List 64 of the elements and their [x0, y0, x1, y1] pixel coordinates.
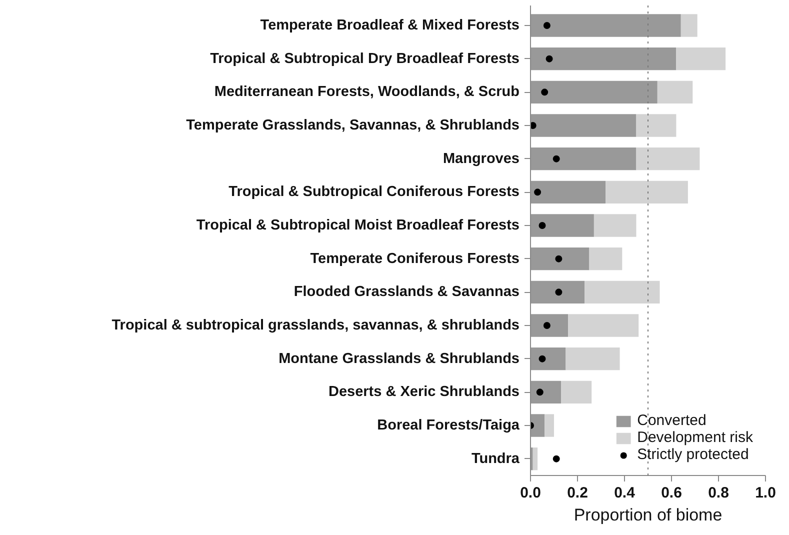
point	[536, 388, 544, 396]
bar	[530, 48, 676, 70]
x-tick-label: 0.2	[567, 484, 588, 502]
bar	[530, 214, 594, 237]
y-tick-label: Flooded Grasslands & Savannas	[294, 284, 520, 300]
point	[555, 255, 562, 262]
point	[534, 188, 542, 196]
point	[538, 355, 546, 362]
y-tick-label: Temperate Grasslands, Savannas, & Shrublands	[186, 118, 520, 134]
y-tick-label: Tropical & Subtropical Dry Broadleaf Forests	[210, 50, 520, 67]
bar	[530, 14, 681, 37]
point	[538, 222, 546, 229]
bar	[594, 214, 636, 237]
y-tick-label: Temperate Broadleaf & Mixed Forests	[260, 18, 520, 34]
y-tick-label: Boreal Forests/Taiga	[377, 418, 520, 434]
y-tick-label: Montane Grasslands & Shrublands	[278, 350, 520, 367]
bar	[530, 348, 566, 370]
y-tick-label: Tropical & Subtropical Coniferous Forests	[228, 184, 520, 200]
bar	[589, 248, 622, 270]
bar	[530, 180, 606, 204]
y-tick-label: Mangroves	[442, 150, 520, 167]
x-axis-title: Proportion of biome	[574, 506, 722, 524]
point	[530, 122, 536, 129]
legend-label: Development risk	[637, 429, 753, 446]
point	[543, 22, 550, 29]
bar	[657, 80, 693, 104]
y-tick-label: Tropical & subtropical grasslands, savannas, & shrublands	[112, 318, 520, 334]
bar	[584, 280, 660, 304]
y-tick-label: Deserts & Xeric Shrublands	[328, 384, 520, 400]
y-tick-label: Tundra	[471, 450, 520, 467]
bar	[530, 114, 636, 137]
bar	[530, 280, 585, 304]
bar	[530, 314, 568, 337]
point	[546, 55, 553, 62]
bar	[530, 148, 636, 170]
bar	[680, 14, 698, 37]
legend-label: Converted	[637, 412, 706, 429]
bar	[530, 248, 590, 270]
bar	[530, 414, 545, 437]
bar	[530, 80, 658, 104]
legend-label: Strictly protected	[637, 446, 749, 463]
point	[552, 455, 560, 462]
bar	[606, 180, 688, 204]
x-tick-label: 0.4	[614, 484, 636, 502]
y-tick-label: Temperate Coniferous Forests	[310, 250, 520, 267]
bar	[561, 380, 592, 404]
bar	[566, 348, 620, 370]
y-tick-label: Tropical & Subtropical Moist Broadleaf Forests	[196, 218, 520, 234]
bar	[568, 314, 639, 337]
bar	[676, 48, 726, 70]
point	[543, 322, 550, 329]
point	[552, 155, 560, 162]
point	[541, 88, 548, 96]
bar	[544, 414, 554, 437]
bar	[530, 380, 562, 404]
bar	[532, 448, 538, 470]
bar	[636, 148, 700, 170]
y-tick-label: Mediterranean Forests, Woodlands, & Scrub	[214, 84, 520, 100]
x-tick-label: 0.6	[661, 484, 682, 502]
bar	[636, 114, 676, 137]
point	[555, 288, 562, 296]
x-tick-label: 0.8	[708, 484, 729, 502]
x-tick-label: 1.0	[755, 484, 776, 502]
x-tick-label: 0.0	[520, 484, 541, 502]
